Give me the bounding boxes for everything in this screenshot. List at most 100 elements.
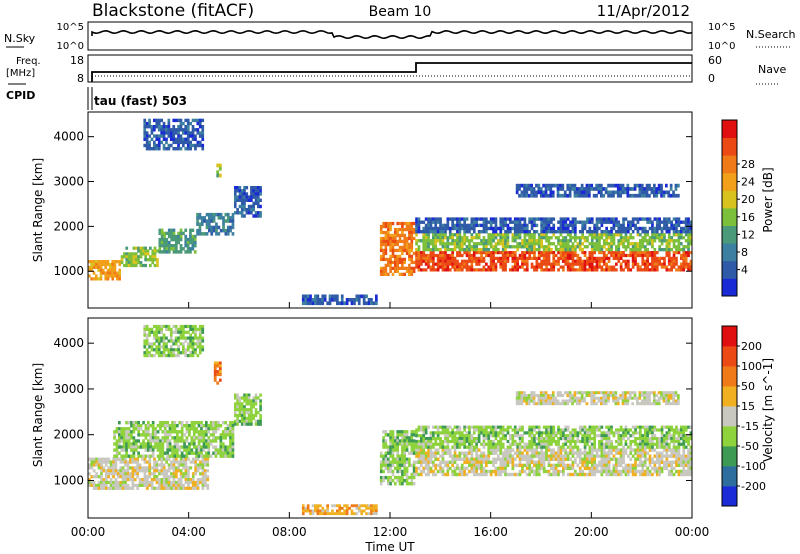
heatmap-cell [147, 448, 150, 452]
heatmap-cell [684, 262, 688, 266]
heatmap-cell [629, 242, 633, 246]
heatmap-cell [417, 442, 421, 446]
heatmap-cell [254, 393, 258, 397]
heatmap-cell [403, 436, 406, 440]
heatmap-cell [254, 396, 258, 400]
heatmap-cell [602, 460, 606, 464]
heatmap-cell [492, 253, 495, 258]
heatmap-cell [651, 253, 654, 258]
heatmap-cell [114, 457, 118, 461]
heatmap-cell [229, 445, 232, 449]
heatmap-cell [631, 265, 635, 269]
heatmap-cell [667, 259, 671, 263]
freq-label-2: [MHz] [6, 68, 35, 79]
heatmap-cell [520, 190, 524, 195]
heatmap-cell [417, 472, 421, 477]
heatmap-cell [201, 457, 205, 461]
heatmap-cell [537, 183, 541, 188]
heatmap-cell [525, 454, 529, 458]
heatmap-cell [619, 469, 623, 474]
heatmap-cell [420, 445, 423, 449]
heatmap-cell [405, 245, 409, 250]
heatmap-cell [201, 486, 205, 490]
heatmap-cell [159, 445, 162, 449]
heatmap-cell [193, 244, 197, 248]
heatmap-cell [115, 430, 119, 434]
heatmap-cell [372, 504, 376, 508]
heatmap-cell [179, 475, 183, 479]
heatmap-cell [389, 482, 392, 486]
heatmap-cell [535, 265, 539, 269]
heatmap-cell [224, 228, 228, 233]
heatmap-cell [453, 451, 457, 455]
heatmap-cell [578, 190, 582, 195]
heatmap-cell [205, 424, 208, 428]
heatmap-cell [607, 448, 611, 452]
heatmap-cell [672, 454, 676, 458]
heatmap-cell [222, 225, 225, 230]
heatmap-cell [186, 244, 190, 248]
heatmap-cell [398, 221, 402, 226]
heatmap-cell [523, 226, 527, 231]
heatmap-cell [641, 256, 645, 260]
heatmap-cell [259, 198, 262, 202]
heatmap-cell [149, 258, 152, 262]
heatmap-cell [574, 457, 577, 461]
heatmap-cell [530, 233, 534, 237]
heatmap-cell [226, 424, 230, 428]
heatmap-cell [231, 445, 235, 449]
heatmap-cell [389, 266, 392, 270]
heatmap-cell [648, 226, 652, 231]
heatmap-cell [144, 263, 147, 268]
heatmap-cell [615, 463, 618, 468]
heatmap-cell [245, 198, 249, 202]
heatmap-cell [389, 439, 392, 443]
heatmap-cell [104, 478, 108, 482]
heatmap-cell [657, 183, 661, 188]
heatmap-cell [494, 457, 498, 461]
heatmap-cell [472, 242, 476, 246]
heatmap-cell [165, 472, 168, 476]
heatmap-cell [415, 262, 418, 266]
heatmap-cell [501, 451, 505, 455]
heatmap-cell [497, 469, 500, 474]
heatmap-cell [412, 469, 416, 474]
heatmap-cell [165, 247, 169, 251]
heatmap-cell [170, 247, 173, 251]
heatmap-cell [301, 506, 305, 510]
heatmap-cell [542, 236, 546, 240]
heatmap-cell [446, 223, 450, 228]
heatmap-cell [182, 128, 185, 132]
heatmap-cell [535, 259, 539, 263]
heatmap-cell [154, 430, 157, 434]
heatmap-cell [250, 189, 253, 193]
heatmap-cell [451, 242, 454, 246]
heatmap-cell [420, 253, 423, 258]
heatmap-cell [109, 466, 113, 470]
heatmap-cell [677, 245, 681, 249]
heatmap-cell [169, 345, 173, 349]
heatmap-cell [95, 475, 98, 479]
heatmap-cell [177, 143, 180, 148]
heatmap-cell [557, 472, 560, 477]
heatmap-cell [610, 251, 613, 255]
heatmap-cell [165, 131, 168, 135]
heatmap-cell [485, 472, 488, 477]
heatmap-cell [492, 262, 495, 266]
heatmap-cell [566, 223, 570, 228]
heatmap-cell [219, 439, 223, 443]
heatmap-cell [222, 216, 225, 220]
heatmap-cell [159, 424, 162, 428]
heatmap-cell [172, 354, 176, 358]
heatmap-cell [173, 424, 177, 428]
heatmap-cell [183, 439, 186, 443]
heatmap-cell [170, 228, 173, 232]
heatmap-cell [475, 262, 478, 266]
heatmap-cell [162, 354, 166, 358]
heatmap-cell [384, 239, 388, 244]
heatmap-cell [487, 265, 491, 269]
heatmap-cell [247, 208, 251, 212]
heatmap-cell [202, 442, 206, 446]
heatmap-cell [532, 190, 536, 195]
heatmap-cell [619, 193, 622, 198]
